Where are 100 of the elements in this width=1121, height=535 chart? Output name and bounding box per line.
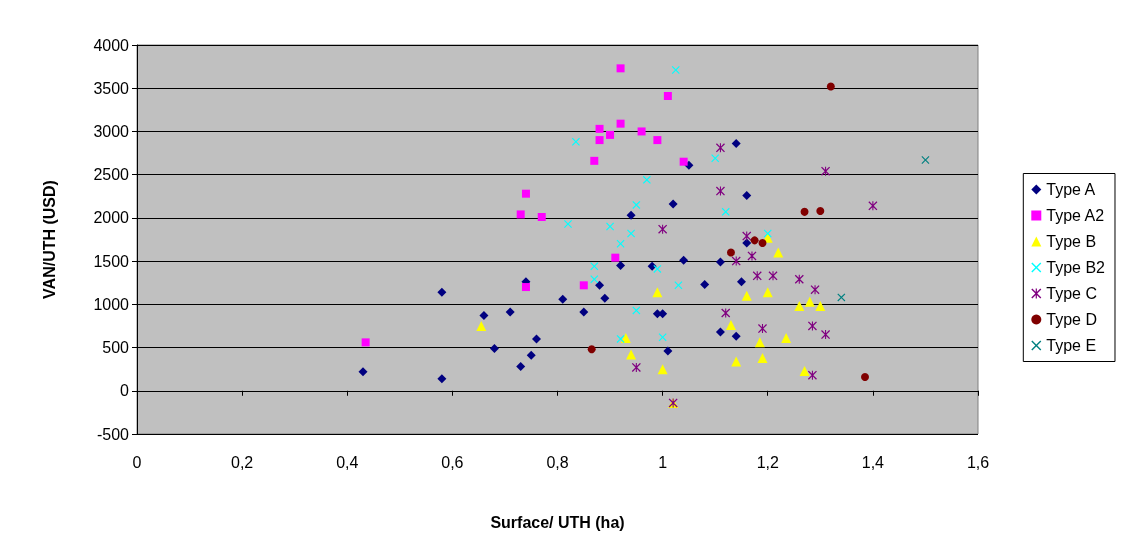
point bbox=[715, 143, 725, 153]
x-tick-label: 1,2 bbox=[756, 453, 779, 471]
point bbox=[437, 287, 447, 297]
point bbox=[726, 248, 735, 257]
point bbox=[616, 64, 625, 73]
point bbox=[807, 370, 817, 380]
point bbox=[521, 189, 530, 198]
point bbox=[642, 175, 651, 184]
point bbox=[361, 338, 370, 347]
point bbox=[741, 290, 752, 301]
point bbox=[757, 352, 768, 363]
point bbox=[762, 287, 773, 298]
point bbox=[768, 271, 778, 281]
point bbox=[616, 260, 626, 270]
point bbox=[700, 279, 710, 289]
x-tick-label: 1,6 bbox=[966, 453, 990, 471]
legend-label: Type B bbox=[1046, 233, 1097, 250]
point bbox=[595, 124, 604, 133]
y-tick-label: 3500 bbox=[93, 79, 130, 97]
point bbox=[590, 275, 599, 284]
point bbox=[590, 262, 599, 271]
point bbox=[626, 349, 637, 360]
point bbox=[558, 294, 568, 304]
point bbox=[595, 136, 604, 145]
point bbox=[637, 127, 646, 136]
y-tick-label: 2500 bbox=[93, 166, 130, 184]
point bbox=[773, 247, 784, 258]
legend-label: Type D bbox=[1046, 311, 1097, 328]
point bbox=[804, 296, 815, 307]
point bbox=[810, 285, 820, 295]
y-tick-label: -500 bbox=[96, 425, 130, 443]
point bbox=[516, 210, 525, 219]
point bbox=[668, 199, 678, 209]
legend-label: Type A bbox=[1046, 181, 1096, 198]
point bbox=[711, 154, 720, 163]
point bbox=[861, 372, 869, 381]
legend-label: Type A2 bbox=[1046, 207, 1105, 224]
y-tick-label: 1500 bbox=[93, 252, 130, 270]
x-tick-label: 0 bbox=[132, 453, 142, 471]
point bbox=[606, 130, 615, 139]
point bbox=[663, 92, 672, 100]
point bbox=[531, 334, 541, 344]
y-tick-label: 1000 bbox=[93, 295, 130, 313]
point bbox=[837, 293, 846, 302]
point bbox=[781, 333, 792, 344]
point bbox=[742, 190, 752, 200]
point bbox=[653, 136, 662, 145]
point bbox=[631, 362, 641, 372]
point bbox=[437, 374, 447, 384]
legend-label: Type C bbox=[1046, 285, 1097, 302]
point bbox=[652, 287, 663, 298]
point bbox=[826, 82, 835, 91]
point bbox=[821, 166, 831, 176]
point bbox=[921, 155, 930, 164]
point bbox=[816, 206, 825, 215]
point bbox=[600, 293, 610, 303]
point bbox=[731, 331, 741, 341]
point bbox=[537, 213, 546, 222]
point bbox=[579, 307, 589, 317]
y-axis-title: VAN/UTH (USD) bbox=[40, 180, 58, 299]
point bbox=[632, 200, 641, 209]
point bbox=[358, 367, 368, 377]
point bbox=[750, 236, 759, 245]
point bbox=[526, 350, 536, 360]
x-tick-label: 1 bbox=[658, 453, 668, 471]
y-tick-label: 2000 bbox=[93, 209, 130, 227]
point bbox=[674, 281, 683, 290]
point bbox=[799, 365, 810, 376]
point bbox=[800, 207, 809, 216]
point bbox=[627, 229, 636, 238]
point bbox=[715, 257, 725, 267]
point bbox=[731, 256, 741, 266]
point bbox=[671, 66, 680, 75]
point bbox=[658, 224, 668, 234]
point bbox=[754, 337, 765, 348]
point bbox=[632, 306, 641, 315]
point bbox=[505, 307, 515, 317]
point bbox=[731, 139, 741, 149]
point bbox=[476, 320, 487, 331]
point bbox=[620, 333, 631, 344]
point bbox=[663, 346, 673, 356]
point bbox=[758, 238, 767, 247]
point bbox=[721, 308, 731, 318]
legend-label: Type E bbox=[1046, 337, 1097, 354]
point bbox=[715, 327, 725, 337]
point bbox=[579, 281, 588, 290]
point bbox=[616, 119, 625, 128]
point bbox=[479, 311, 489, 321]
point bbox=[489, 343, 499, 353]
point bbox=[616, 239, 625, 248]
point bbox=[658, 333, 667, 342]
point bbox=[742, 238, 752, 248]
point bbox=[736, 277, 746, 287]
point bbox=[731, 356, 742, 367]
point bbox=[587, 345, 596, 354]
x-tick-label: 0,2 bbox=[231, 453, 254, 471]
point bbox=[794, 301, 805, 312]
point bbox=[606, 222, 615, 231]
point bbox=[611, 253, 620, 262]
point bbox=[747, 251, 757, 261]
